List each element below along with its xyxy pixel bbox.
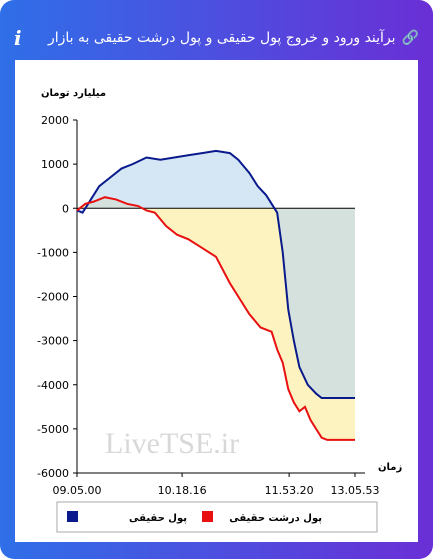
y-label: میلیارد تومان	[41, 88, 106, 99]
header: 🔗 برآیند ورود و خروج پول حقیقی و پول درش…	[14, 18, 419, 58]
legend-swatch	[67, 511, 78, 522]
chart: میلیارد تومان زمان LiveTSE.ir -6000 -5000…	[37, 88, 402, 533]
series-line	[76, 149, 355, 399]
x-tick-label: 09.05.00	[53, 484, 102, 497]
legend-label: پول درشت حقیقی	[229, 513, 322, 524]
watermark: LiveTSE.ir	[105, 427, 239, 460]
legend-swatch	[202, 511, 213, 522]
y-tick-label: 2000	[41, 114, 69, 127]
y-tick-label: 1000	[41, 158, 69, 171]
series-line	[76, 196, 355, 441]
x-tick-label: 11.53.20	[265, 484, 314, 497]
x-tick-label: 10.18.16	[158, 484, 207, 497]
y-tick-label: -3000	[37, 335, 69, 348]
y-tick-label: -1000	[37, 246, 69, 259]
y-tick-label: -6000	[37, 467, 69, 480]
info-icon[interactable]: i	[14, 26, 22, 50]
area	[77, 150, 355, 398]
y-tick-label: -5000	[37, 423, 69, 436]
header-title: برآیند ورود و خروج پول حقیقی و پول درشت …	[47, 30, 396, 46]
y-tick-label: 0	[62, 202, 69, 215]
panel: میلیارد تومان زمان LiveTSE.ir -6000 -5000…	[15, 60, 418, 542]
legend-label: پول حقیقی	[129, 513, 187, 524]
y-tick-label: -4000	[37, 379, 69, 392]
y-tick-label: -2000	[37, 291, 69, 304]
link-icon[interactable]: 🔗	[401, 30, 419, 46]
x-label: زمان	[378, 462, 402, 473]
legend-box	[56, 501, 378, 533]
x-tick-label: 13.05.53	[331, 484, 380, 497]
